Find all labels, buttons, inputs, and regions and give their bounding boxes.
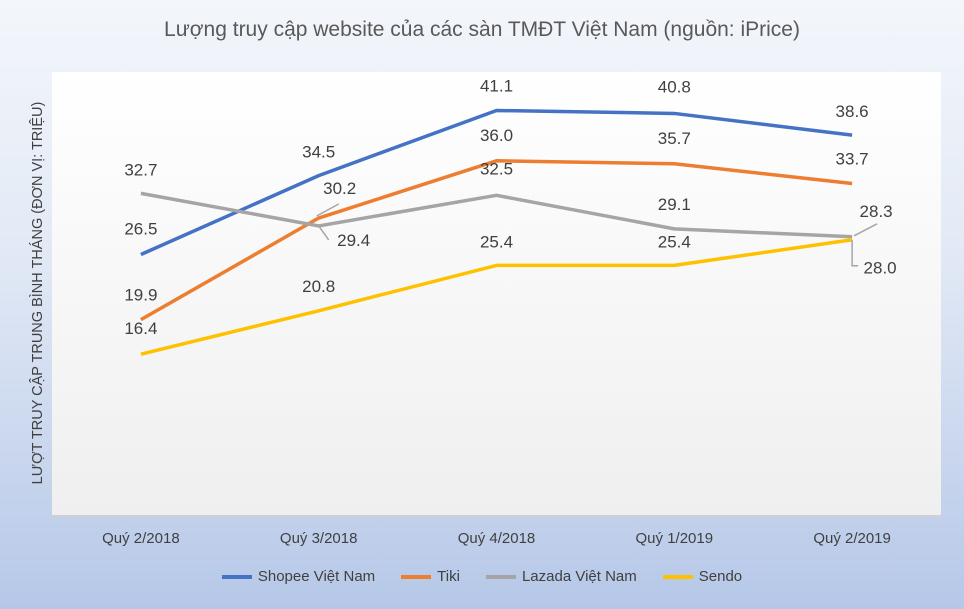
- legend-swatch: [221, 574, 252, 579]
- data-label: 20.8: [302, 277, 335, 296]
- legend-item: Lazada Việt Nam: [485, 568, 637, 585]
- plot-area: [52, 72, 941, 516]
- data-label: 28.0: [864, 259, 897, 278]
- data-label: 26.5: [124, 220, 157, 239]
- x-tick-label: Quý 3/2018: [280, 530, 358, 547]
- data-label: 38.6: [836, 102, 869, 121]
- legend-swatch: [401, 574, 432, 579]
- data-label: 32.5: [480, 159, 513, 178]
- x-tick-label: Quý 2/2019: [813, 530, 891, 547]
- x-tick-label: Quý 4/2018: [458, 530, 536, 547]
- data-label: 33.7: [836, 149, 869, 168]
- data-label: 25.4: [658, 232, 691, 251]
- data-label: 30.2: [323, 179, 356, 198]
- data-label: 16.4: [124, 319, 157, 338]
- data-label: 28.3: [860, 202, 893, 221]
- legend-item: Tiki: [401, 568, 460, 585]
- data-label: 41.1: [480, 76, 513, 95]
- legend-swatch: [662, 574, 693, 579]
- legend-label: Sendo: [698, 568, 743, 585]
- legend-label: Lazada Việt Nam: [521, 568, 637, 585]
- data-label: 36.0: [480, 126, 513, 145]
- legend-label: Shopee Việt Nam: [257, 568, 376, 585]
- data-label: 25.4: [480, 232, 513, 251]
- legend-swatch: [485, 574, 516, 579]
- data-label: 35.7: [658, 129, 691, 148]
- data-label: 34.5: [302, 143, 335, 162]
- legend-item: Shopee Việt Nam: [221, 568, 376, 585]
- legend-item: Sendo: [662, 568, 743, 585]
- leader-line: [853, 223, 878, 237]
- data-label: 19.9: [124, 286, 157, 305]
- x-tick-label: Quý 2/2018: [102, 530, 180, 547]
- data-label: 29.4: [337, 231, 370, 250]
- x-tick-label: Quý 1/2019: [636, 530, 714, 547]
- leader-line: [316, 203, 340, 217]
- data-label: 29.1: [658, 195, 691, 214]
- data-label: 40.8: [658, 77, 691, 96]
- chart-title: Lượng truy cập website của các sàn TMĐT …: [164, 18, 800, 41]
- legend-label: Tiki: [437, 568, 460, 585]
- legend: Shopee Việt Nam Tiki Lazada Việt Nam Sendo: [0, 568, 964, 585]
- data-label: 32.7: [124, 160, 157, 179]
- leader-line: [318, 225, 330, 241]
- leader-line: [851, 239, 859, 267]
